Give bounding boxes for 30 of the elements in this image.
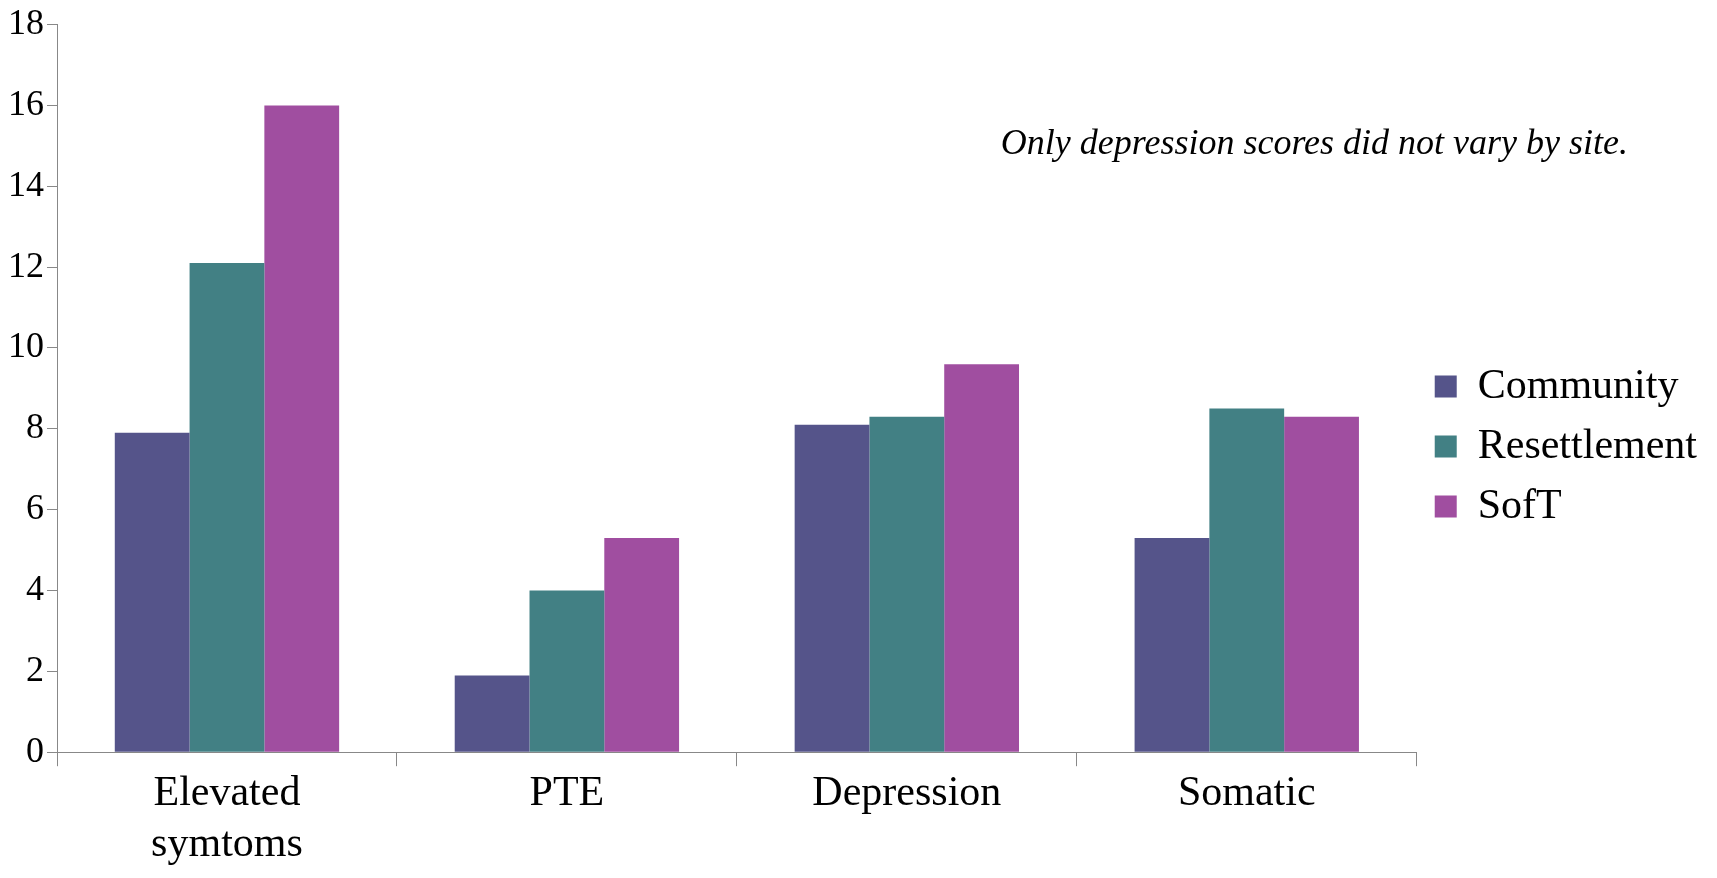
legend-label: SofT (1477, 480, 1562, 527)
bar (869, 416, 945, 752)
bar (944, 364, 1020, 752)
bar (794, 424, 870, 752)
y-tick-label: 8 (26, 406, 44, 447)
bar (1209, 408, 1285, 752)
y-tick-label: 6 (26, 487, 44, 528)
y-tick-label: 4 (26, 567, 44, 608)
x-tick-label: Depression (812, 768, 1002, 815)
y-tick-label: 14 (8, 163, 44, 204)
annotation: Only depression scores did not vary by site. (1000, 122, 1628, 163)
bar (1284, 416, 1359, 752)
bar (1134, 537, 1210, 752)
legend-label: Resettlement (1477, 420, 1698, 467)
y-tick-label: 16 (8, 82, 44, 123)
bar (604, 537, 680, 752)
bar (189, 263, 265, 752)
bar (264, 105, 340, 752)
y-tick-label: 0 (26, 729, 44, 770)
bar (114, 432, 190, 752)
legend-label: Community (1477, 360, 1679, 407)
x-tick-label: Somatic (1177, 768, 1316, 815)
bar (454, 675, 530, 752)
x-tick-label: PTE (529, 768, 605, 815)
y-tick-label: 2 (26, 648, 44, 689)
y-tick-label: 18 (8, 2, 44, 43)
x-tick-label: Elevated symtoms (151, 768, 303, 865)
y-tick-label: 10 (8, 325, 44, 366)
bar (529, 590, 605, 752)
y-tick-label: 12 (8, 244, 44, 285)
